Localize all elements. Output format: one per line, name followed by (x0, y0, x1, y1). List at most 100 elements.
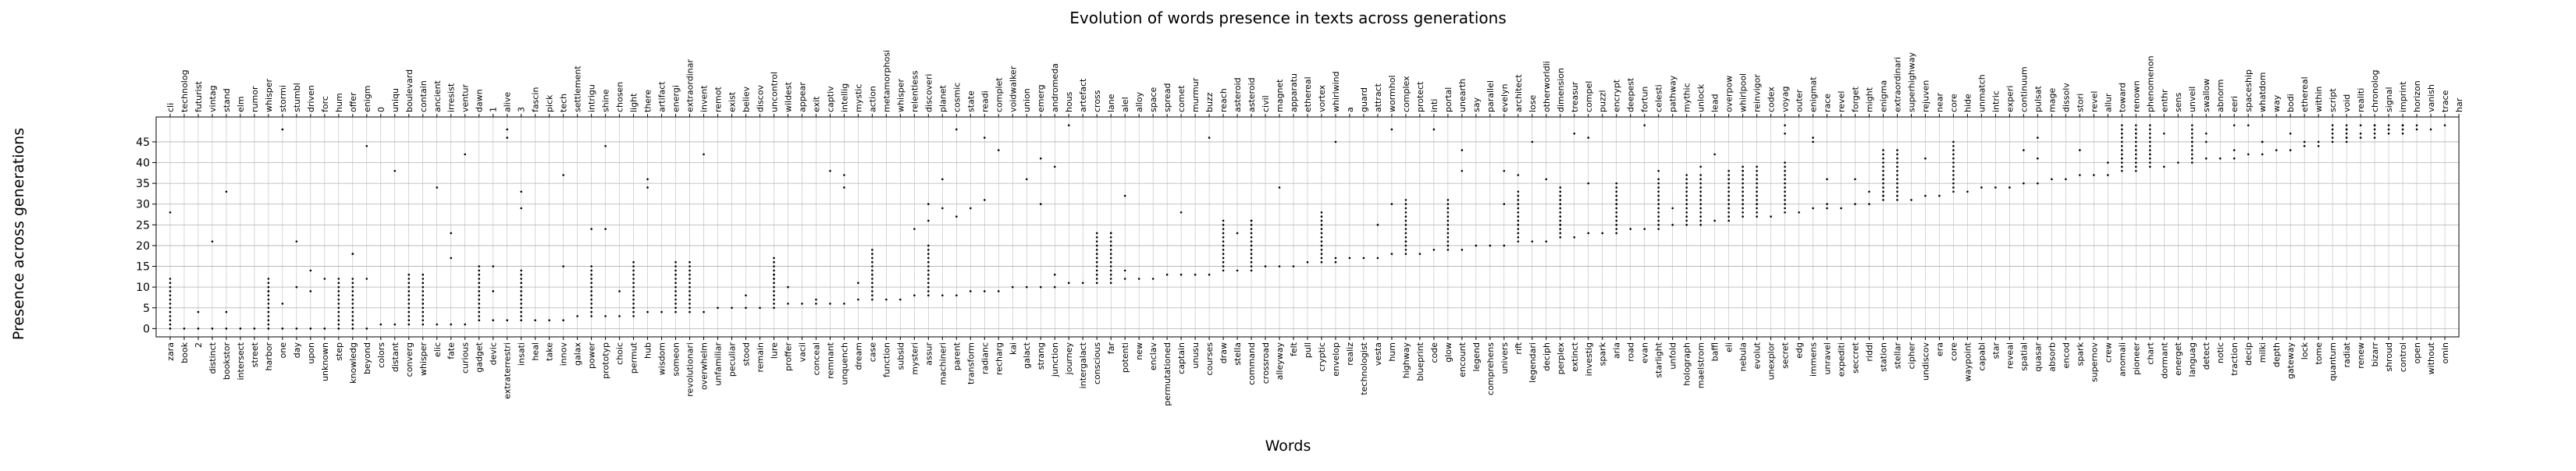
presence-point (1222, 232, 1225, 235)
presence-point (1278, 186, 1281, 189)
x-tick-label-top: vortex (1317, 84, 1327, 112)
presence-point (759, 306, 761, 310)
presence-point (253, 328, 256, 330)
presence-point (1601, 232, 1604, 235)
x-tick-label-bottom: permut (629, 342, 639, 374)
presence-point (2359, 124, 2362, 126)
x-tick-label-bottom: anomali (2117, 342, 2127, 377)
presence-point (1109, 269, 1112, 272)
y-tick-label: 25 (136, 219, 150, 232)
presence-point (632, 269, 635, 272)
x-tick-label-top: whisper (264, 78, 274, 112)
presence-point (590, 228, 592, 230)
x-tick-label-bottom: innov (559, 342, 569, 367)
presence-point (1531, 240, 1534, 243)
presence-point (632, 265, 635, 267)
x-tick-label-top: overpow (1724, 76, 1735, 112)
presence-point (478, 306, 481, 310)
presence-point (520, 273, 522, 276)
presence-point (267, 319, 270, 322)
x-tick-label-bottom: mysteri (909, 342, 920, 375)
presence-point (674, 269, 677, 272)
presence-point (422, 303, 425, 305)
presence-point (843, 174, 845, 176)
x-tick-label-bottom: lure (769, 342, 779, 359)
x-tick-label-top: stand (222, 88, 232, 112)
x-tick-label-bottom: unfamiliar (713, 342, 724, 386)
presence-point (2387, 132, 2390, 135)
presence-point (815, 298, 817, 301)
presence-point (632, 294, 635, 297)
presence-point (1446, 211, 1450, 214)
presence-point (1545, 240, 1548, 243)
presence-point (1109, 236, 1112, 239)
presence-point (1727, 182, 1730, 185)
x-tick-label-top: relentless (909, 70, 920, 112)
x-tick-label-top: andromeda (1050, 63, 1060, 112)
x-tick-label-bottom: knowledg (348, 342, 358, 384)
presence-point (1109, 232, 1112, 235)
x-tick-label-top: stormi (278, 85, 288, 112)
presence-point (2345, 124, 2348, 126)
presence-point (969, 207, 972, 210)
presence-point (1882, 199, 1884, 201)
presence-point (1250, 224, 1253, 226)
presence-point (1517, 174, 1520, 176)
x-tick-label-top: intellig (839, 83, 849, 112)
presence-point (337, 306, 340, 310)
presence-point (267, 303, 270, 305)
presence-point (1952, 161, 1955, 164)
x-tick-label-top: experi (2005, 86, 2015, 112)
presence-point (1053, 165, 1056, 168)
presence-point (1517, 190, 1520, 193)
x-tick-label-top: 3 (517, 107, 527, 112)
presence-point (1896, 182, 1898, 185)
presence-point (590, 290, 592, 292)
x-tick-label-bottom: heal (531, 342, 541, 361)
presence-point (337, 282, 340, 285)
presence-point (1587, 136, 1590, 139)
presence-point (1095, 278, 1098, 280)
presence-point (941, 178, 944, 181)
x-tick-label-top: forget (1851, 86, 1861, 112)
presence-point (1784, 182, 1786, 185)
presence-point (1376, 257, 1379, 260)
presence-point (2190, 157, 2194, 160)
presence-point (1699, 178, 1702, 181)
presence-point (1517, 232, 1520, 235)
presence-point (1798, 211, 1800, 214)
x-tick-label-bottom: code (1429, 342, 1439, 363)
x-tick-label-bottom: energet (2173, 342, 2183, 376)
x-tick-label-bottom: fate (447, 342, 457, 359)
presence-point (1784, 165, 1786, 168)
presence-point (1756, 165, 1758, 168)
x-tick-label-bottom: unquench (839, 342, 849, 385)
x-tick-label-top: remot (713, 87, 724, 112)
presence-point (1320, 228, 1323, 230)
x-tick-label-top: stori (2075, 94, 2085, 112)
x-tick-label-top: enigma (1879, 80, 1889, 112)
presence-point (1742, 199, 1744, 201)
presence-point (1222, 253, 1225, 255)
presence-point (1573, 236, 1576, 239)
x-tick-label-top: lose (1528, 94, 1538, 112)
presence-point (1713, 219, 1716, 222)
x-tick-label-top: settlement (573, 66, 583, 112)
presence-point (169, 306, 172, 310)
presence-point (1559, 224, 1562, 226)
presence-point (1685, 219, 1688, 222)
presence-point (1727, 211, 1730, 214)
x-tick-label-bottom: capabl (1976, 342, 1987, 371)
presence-point (281, 328, 284, 330)
presence-point (590, 273, 592, 276)
presence-point (1952, 153, 1955, 156)
presence-point (2120, 169, 2123, 172)
presence-point (632, 273, 635, 276)
x-tick-label-top: artifact (657, 81, 667, 112)
presence-point (1573, 132, 1576, 135)
presence-point (422, 294, 425, 297)
presence-point (2233, 124, 2236, 126)
presence-point (1643, 124, 1646, 126)
presence-point (1109, 260, 1112, 264)
presence-point (1657, 182, 1660, 185)
